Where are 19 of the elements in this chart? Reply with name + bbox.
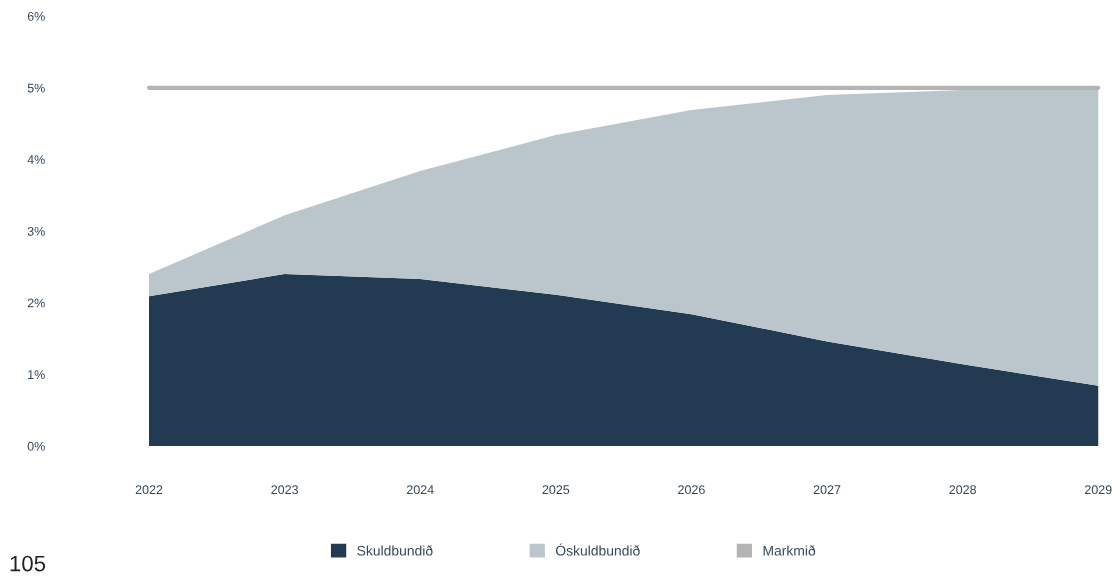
y-tick-label: 6% [27, 11, 45, 21]
y-tick-label: 5% [27, 83, 45, 93]
x-tick-label: 2027 [813, 485, 841, 495]
y-tick-label: 3% [27, 226, 45, 236]
y-tick-label: 4% [27, 155, 45, 165]
x-tick-label: 2026 [678, 485, 705, 495]
y-tick-label: 0% [27, 441, 45, 451]
x-tick-label: 2023 [271, 485, 298, 495]
x-tick-label: 2028 [949, 485, 977, 495]
legend-label: Markmið [763, 545, 816, 556]
x-tick-label: 2022 [135, 485, 163, 495]
text: 105 [10, 555, 46, 572]
legend-label: Skuldbundið [357, 545, 433, 556]
y-tick-label: 2% [27, 298, 45, 308]
x-tick-label: 2029 [1084, 485, 1112, 495]
y-tick-label: 1% [28, 370, 45, 379]
x-tick-label: 2025 [542, 485, 570, 495]
legend-label: Óskuldbundið [555, 543, 640, 556]
x-tick-label: 2024 [406, 485, 434, 495]
